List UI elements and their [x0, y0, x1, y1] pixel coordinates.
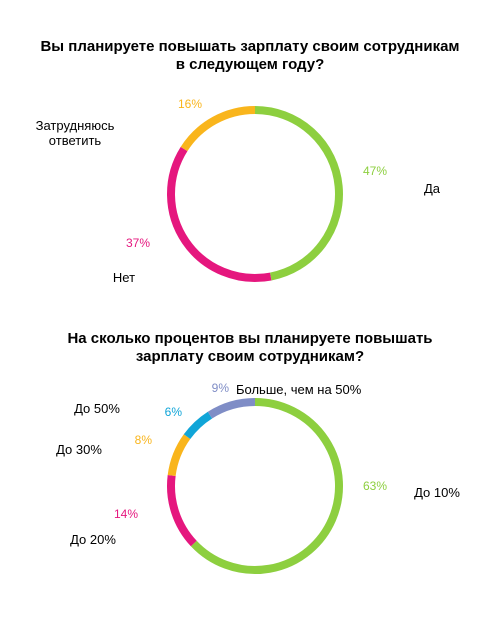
chart1-category-label-1: Нет	[113, 270, 135, 285]
chart1-category-label-0: Да	[424, 181, 441, 196]
chart2-value-label-3: 6%	[165, 405, 183, 419]
chart2-value-label-0: 63%	[363, 479, 387, 493]
chart1-title-line1: Вы планируете повышать зарплату своим со…	[40, 38, 460, 55]
chart2-slice-0	[190, 398, 343, 574]
chart2-value-label-1: 14%	[114, 507, 138, 521]
chart2-slice-4	[207, 398, 256, 419]
chart2-slice-1	[167, 474, 197, 547]
chart2-slice-2	[167, 434, 191, 477]
chart1-value-label-1: 37%	[126, 236, 150, 250]
chart1-value-label-0: 47%	[363, 164, 387, 178]
chart1-slice-0	[254, 106, 343, 281]
chart1-category-label-2-line1: ответить	[49, 133, 102, 148]
chart1-value-label-2: 16%	[178, 97, 202, 111]
chart2-title: На сколько процентов вы планируете повыш…	[0, 330, 500, 366]
chart2-category-label-2: До 30%	[56, 442, 102, 457]
chart2-slice-3	[183, 411, 213, 440]
chart2-category-label-3: До 50%	[74, 401, 120, 416]
chart2-value-label-4: 9%	[212, 381, 230, 395]
chart1-title-line2: в следующем году?	[175, 56, 325, 73]
chart1-category-label-2-line0: Затрудняюсь	[36, 118, 115, 133]
chart1-title: Вы планируете повышать зарплату своим со…	[0, 38, 500, 74]
chart1-slice-1	[167, 146, 272, 282]
chart2-donut: 63% До 10% 14% До 20% 8% До 30% 6% До 50% 9% Боль…	[56, 381, 460, 574]
chart2-category-label-4: Больше, чем на 50%	[236, 382, 362, 397]
chart2-title-line2: зарплату своим сотрудникам?	[135, 348, 365, 365]
chart2-title-line1: На сколько процентов вы планируете повыш…	[67, 330, 433, 347]
chart1-slice-2	[180, 106, 256, 152]
chart2-category-label-0: До 10%	[414, 485, 460, 500]
chart2-category-label-1: До 20%	[70, 532, 116, 547]
chart2-value-label-2: 8%	[135, 433, 153, 447]
